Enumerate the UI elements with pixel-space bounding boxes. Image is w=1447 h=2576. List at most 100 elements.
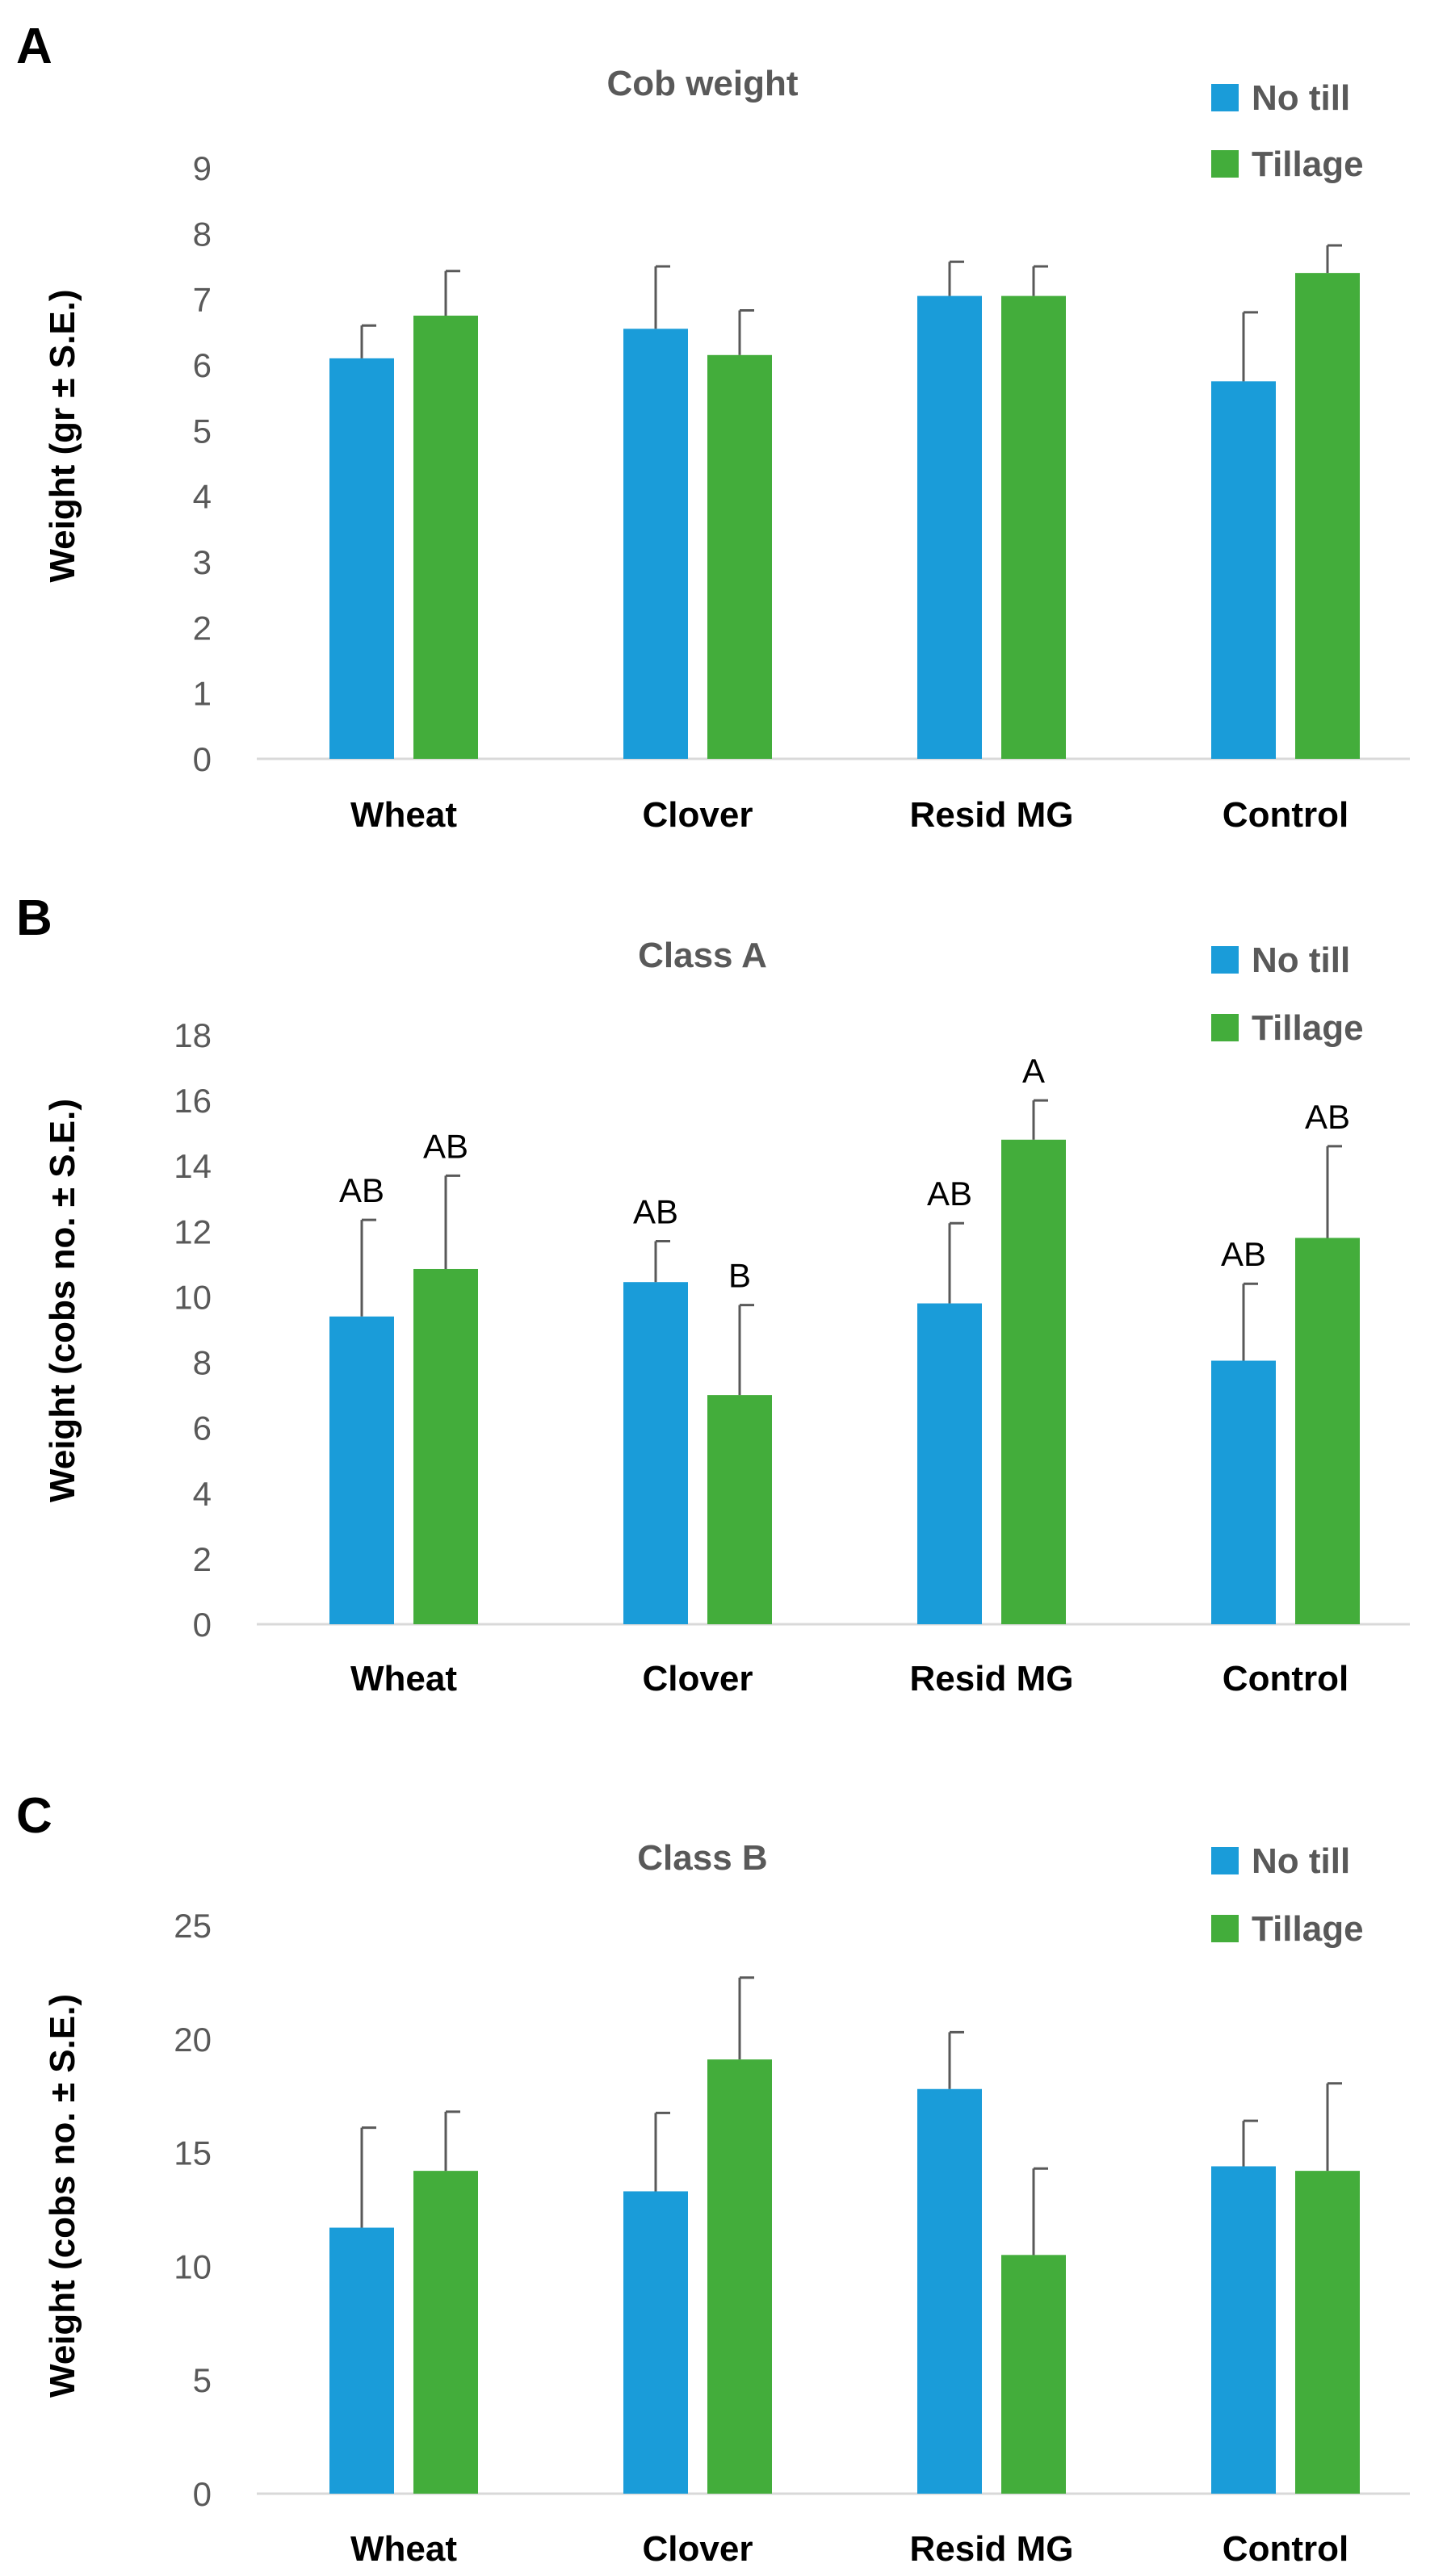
y-tick-label: 5 xyxy=(193,2361,212,2399)
bar xyxy=(623,329,688,759)
y-tick-label: 6 xyxy=(193,1409,212,1447)
significance-label: AB xyxy=(339,1171,384,1209)
legend-label-no-till: No till xyxy=(1252,78,1350,118)
significance-label: AB xyxy=(1305,1098,1350,1136)
bar xyxy=(1295,1238,1360,1624)
bar xyxy=(413,316,478,759)
panel-letter: B xyxy=(16,890,52,946)
significance-label: AB xyxy=(927,1175,972,1213)
legend-swatch-tillage xyxy=(1211,1915,1239,1942)
chart-title: Class B xyxy=(637,1838,767,1878)
x-tick-label: Clover xyxy=(643,795,753,835)
legend-label-tillage: Tillage xyxy=(1252,1909,1364,1949)
significance-label: AB xyxy=(633,1193,678,1231)
chart-title: Cob weight xyxy=(606,64,798,103)
y-tick-label: 5 xyxy=(193,412,212,450)
y-tick-label: 25 xyxy=(174,1907,212,1945)
x-tick-label: Wheat xyxy=(350,2529,457,2569)
significance-label: AB xyxy=(423,1127,468,1165)
legend-label-tillage: Tillage xyxy=(1252,145,1364,184)
panel-c: C Class B Weight (cobs no. ± S.E.) No ti… xyxy=(16,1788,1410,2569)
bar xyxy=(329,1316,394,1624)
bar xyxy=(413,2171,478,2494)
panel-letter: A xyxy=(16,19,52,74)
legend: No till Tillage xyxy=(1211,940,1364,1048)
x-tick-label: Control xyxy=(1223,795,1348,835)
legend-swatch-no-till xyxy=(1211,946,1239,974)
y-tick-label: 10 xyxy=(174,1278,212,1316)
legend: No till Tillage xyxy=(1211,1841,1364,1949)
legend: No till Tillage xyxy=(1211,78,1364,184)
x-tick-label: Resid MG xyxy=(910,1659,1074,1698)
y-tick-label: 15 xyxy=(174,2134,212,2172)
x-tick-label: Control xyxy=(1223,2529,1348,2569)
panel-letter: C xyxy=(16,1788,52,1844)
bar xyxy=(707,1395,772,1624)
y-axis-label: Weight (cobs no. ± S.E.) xyxy=(43,1994,82,2398)
panel-a: A Cob weight Weight (gr ± S.E.) No till … xyxy=(16,19,1410,835)
y-tick-label: 2 xyxy=(193,609,212,647)
y-tick-label: 6 xyxy=(193,346,212,384)
bar xyxy=(1001,1139,1066,1624)
bar xyxy=(1211,381,1276,759)
bar xyxy=(917,2088,982,2494)
chart-title: Class A xyxy=(638,936,767,975)
bar xyxy=(917,295,982,760)
bar xyxy=(1001,2255,1066,2494)
y-axis-label: Weight (gr ± S.E.) xyxy=(43,289,82,582)
plot-area: 0 2 4 6 8 10 12 14 16 18 AB AB AB AB AB B A AB Wheat Clover… xyxy=(174,1016,1410,1698)
bar xyxy=(917,1303,982,1624)
y-tick-label: 0 xyxy=(193,740,212,778)
significance-label: B xyxy=(728,1257,751,1295)
legend-swatch-tillage xyxy=(1211,1014,1239,1041)
y-tick-label: 4 xyxy=(193,478,212,516)
y-tick-label: 16 xyxy=(174,1082,212,1120)
bar xyxy=(329,358,394,759)
legend-swatch-no-till xyxy=(1211,84,1239,111)
y-tick-label: 12 xyxy=(174,1213,212,1250)
plot-area: 0 1 2 3 4 5 6 7 8 9 Wheat Clover Resid MG Control xyxy=(193,149,1410,835)
bar xyxy=(1211,2166,1276,2494)
significance-label: AB xyxy=(1221,1235,1266,1273)
x-tick-label: Clover xyxy=(643,2529,753,2569)
y-tick-label: 10 xyxy=(174,2247,212,2285)
x-tick-label: Wheat xyxy=(350,1659,457,1698)
y-tick-label: 4 xyxy=(193,1475,212,1513)
legend-label-no-till: No till xyxy=(1252,940,1350,980)
x-tick-label: Resid MG xyxy=(910,2529,1074,2569)
y-tick-label: 14 xyxy=(174,1147,212,1185)
legend-swatch-tillage xyxy=(1211,150,1239,178)
bar xyxy=(623,2191,688,2494)
legend-label-no-till: No till xyxy=(1252,1841,1350,1881)
bar xyxy=(707,2059,772,2494)
legend-swatch-no-till xyxy=(1211,1847,1239,1874)
y-tick-label: 9 xyxy=(193,149,212,187)
bar xyxy=(1295,273,1360,760)
bar xyxy=(413,1268,478,1624)
y-tick-label: 18 xyxy=(174,1016,212,1054)
x-tick-label: Control xyxy=(1223,1659,1348,1698)
y-tick-label: 8 xyxy=(193,1344,212,1382)
y-tick-label: 2 xyxy=(193,1540,212,1578)
bar xyxy=(329,2227,394,2494)
bar xyxy=(707,354,772,759)
y-tick-label: 8 xyxy=(193,215,212,253)
bar xyxy=(1001,295,1066,760)
plot-area: 0 5 10 15 20 25 Wheat Clover Resid MG Control xyxy=(174,1907,1410,2569)
bar xyxy=(623,1282,688,1624)
y-tick-label: 3 xyxy=(193,543,212,581)
x-tick-label: Wheat xyxy=(350,795,457,835)
y-tick-label: 0 xyxy=(193,2475,212,2513)
legend-label-tillage: Tillage xyxy=(1252,1008,1364,1048)
y-tick-label: 1 xyxy=(193,675,212,713)
significance-label: A xyxy=(1022,1052,1045,1090)
x-tick-label: Resid MG xyxy=(910,795,1074,835)
y-tick-label: 0 xyxy=(193,1606,212,1644)
bar xyxy=(1295,2171,1360,2494)
panel-b: B Class A Weight (cobs no. ± S.E.) No ti… xyxy=(16,890,1410,1698)
y-axis-label: Weight (cobs no. ± S.E.) xyxy=(43,1099,82,1502)
y-tick-label: 20 xyxy=(174,2021,212,2059)
bar xyxy=(1211,1360,1276,1624)
y-tick-label: 7 xyxy=(193,281,212,319)
